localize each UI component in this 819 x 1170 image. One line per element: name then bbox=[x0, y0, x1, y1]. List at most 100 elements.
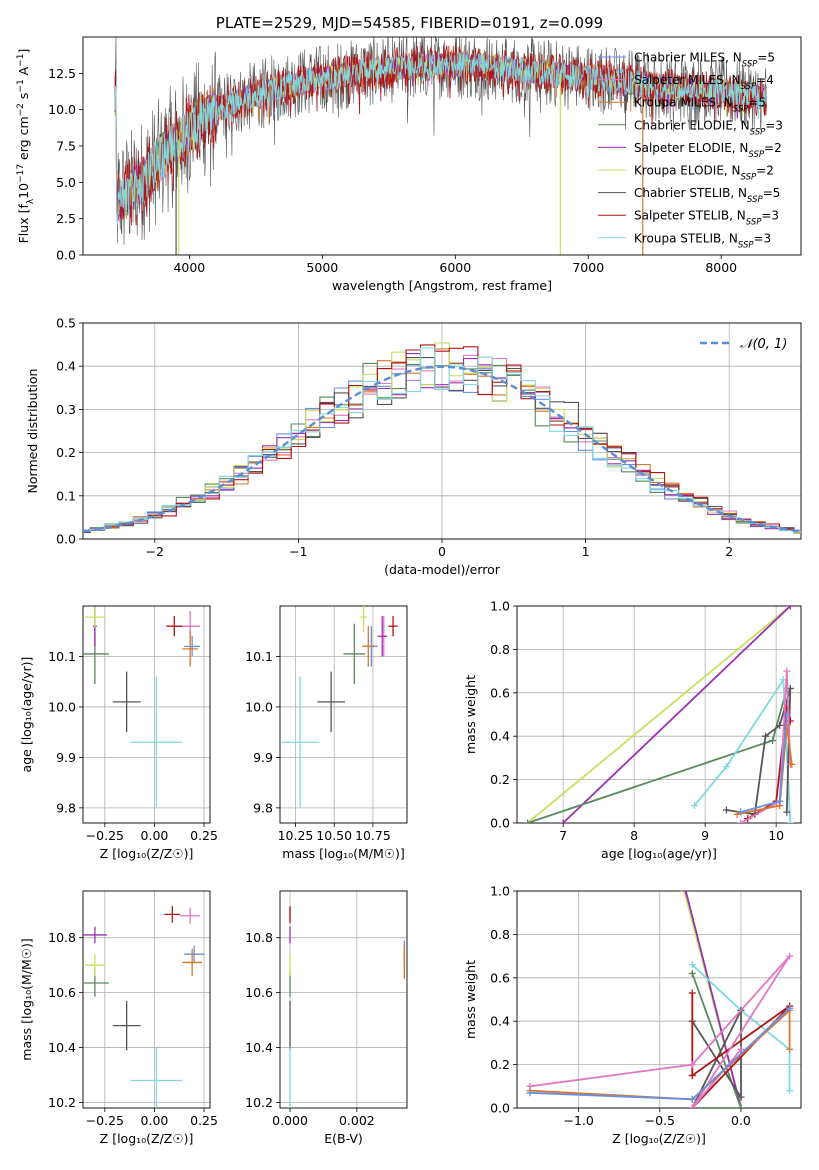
mass-weight-marker-kroupa_miles bbox=[788, 760, 796, 768]
plot-frame bbox=[82, 322, 802, 540]
mass-weight-marker-chabrier_miles bbox=[783, 711, 791, 718]
y-tick-label: 0.0 bbox=[490, 816, 510, 831]
y-tick-label: 10.2 bbox=[245, 1095, 273, 1110]
mass-weight-marker-salpeter_miles bbox=[737, 1045, 745, 1053]
y-axis-label-part: erg cm bbox=[16, 116, 31, 164]
y-tick-label: 1.0 bbox=[490, 599, 510, 614]
mass-weight-marker-chabrier_stelib bbox=[737, 1093, 745, 1101]
x-tick-label: 10 bbox=[768, 828, 784, 843]
y-tick-label: 0.5 bbox=[56, 316, 76, 331]
y-axis-label-part: λ bbox=[26, 198, 36, 204]
mass-weight-marker-chabrier_elodie bbox=[524, 819, 532, 823]
x-tick-label: −0.25 bbox=[86, 828, 124, 843]
legend-text: Kroupa STELIB, N bbox=[634, 231, 738, 245]
x-axis-label: Z [log₁₀(Z/Z☉)] bbox=[100, 1131, 194, 1146]
y-tick-label: 0.0 bbox=[56, 248, 76, 263]
legend-text: Kroupa ELODIE, N bbox=[634, 164, 741, 178]
y-tick-label: 1.0 bbox=[490, 884, 510, 899]
y-axis-label-part: s bbox=[16, 93, 31, 104]
y-tick-label: 10.0 bbox=[48, 699, 76, 714]
mass_vs_Z-plot: −0.25 0.00 0.25 10.2 10.4 10.6 10.8 Z [log₁₀(Z/… bbox=[19, 890, 218, 1146]
mass_vs_EBV-plot: 0.000 0.002 10.2 10.4 10.6 10.8 E(B-V) bbox=[245, 890, 408, 1146]
mass-weight-marker-salpeter_elodie bbox=[786, 606, 794, 610]
y-tick-label: 0.6 bbox=[490, 685, 510, 700]
y-tick-label: 10.8 bbox=[245, 930, 273, 945]
figure-title: PLATE=2529, MJD=54585, FIBERID=0191, z=0… bbox=[216, 14, 603, 32]
mass-weight-marker-kroupa_stelib bbox=[786, 819, 794, 823]
x-tick-label: 0.002 bbox=[339, 1113, 375, 1128]
x-tick-label: −0.25 bbox=[86, 1113, 124, 1128]
x-tick-label: −1.0 bbox=[563, 1113, 593, 1128]
age_vs_Z-plot: −0.25 0.00 0.25 9.8 9.9 10.0 10.1 Z [log₁₀(Z/Z☉… bbox=[19, 605, 218, 861]
y-tick-label: 10.0 bbox=[245, 699, 273, 714]
mass-weight-marker-chabrier_miles bbox=[737, 808, 745, 816]
y-axis-label: mass weight bbox=[463, 675, 478, 754]
spectrum-line-kroupa_stelib bbox=[114, 51, 767, 225]
x-tick-label: 8 bbox=[630, 828, 638, 843]
x-axis-label: Z [log₁₀(Z/Z☉)] bbox=[612, 1131, 706, 1146]
x-tick-label: −2 bbox=[146, 544, 164, 559]
y-tick-label: 12.5 bbox=[48, 66, 76, 81]
legend-text: Chabrier STELIB, N bbox=[634, 186, 747, 200]
y-tick-label: 9.8 bbox=[253, 800, 273, 815]
gaussian-curve bbox=[83, 365, 801, 533]
legend-sub: SSP bbox=[733, 105, 749, 115]
gaussian-legend-label: 𝒩(0, 1) bbox=[740, 337, 787, 352]
y-axis-label-part: −1 bbox=[16, 54, 26, 67]
legend-label-chabrier_miles: Chabrier MILES, NSSP=5 bbox=[634, 51, 775, 70]
legend-text: Salpeter MILES, N bbox=[634, 73, 741, 87]
y-tick-label: 9.8 bbox=[56, 800, 76, 815]
legend-label-kroupa_stelib: Kroupa STELIB, NSSP=3 bbox=[634, 231, 771, 250]
y-tick-label: 10.8 bbox=[48, 930, 76, 945]
mass-weight-line-chabrier_stelib bbox=[726, 688, 792, 816]
mass-weight-marker-salpeter_stelib bbox=[688, 989, 696, 997]
mass-weight-marker-salpeter_miles bbox=[737, 819, 745, 823]
y-axis-label: Normed distribution bbox=[25, 369, 40, 494]
y-tick-label: 0.1 bbox=[56, 488, 76, 503]
legend-suffix: =4 bbox=[756, 73, 774, 87]
mass-weight-marker-chabrier_stelib bbox=[762, 732, 769, 740]
x-tick-label: 4000 bbox=[173, 260, 205, 275]
plot-frame bbox=[82, 36, 802, 256]
mass-weight-marker-chabrier_miles bbox=[786, 1004, 794, 1012]
mass-weight-line-salpeter_stelib bbox=[691, 993, 791, 1108]
x-tick-label: 6000 bbox=[439, 260, 471, 275]
legend-suffix: =2 bbox=[756, 164, 774, 178]
residuals-plot: −2 −1 0 1 2 0.0 0.1 0.2 0.3 0.4 0.5 (data-model)/er… bbox=[25, 316, 802, 577]
mass-weight-marker-kroupa_elodie bbox=[680, 891, 688, 895]
mass-weight-line-kroupa_stelib bbox=[693, 676, 792, 823]
legend-label-salpeter_miles: Salpeter MILES, NSSP=4 bbox=[634, 73, 774, 92]
y-axis-label-part: 10 bbox=[16, 183, 31, 199]
x-tick-label: 0.0 bbox=[731, 1113, 751, 1128]
legend-sub: SSP bbox=[742, 60, 758, 70]
mass-weight-marker-chabrier_elodie bbox=[688, 969, 696, 977]
y-tick-label: 2.5 bbox=[56, 211, 76, 226]
mass-weight-line-kroupa_elodie bbox=[527, 606, 791, 823]
x-tick-label: 9 bbox=[701, 828, 709, 843]
y-tick-label: 0.2 bbox=[490, 1057, 510, 1072]
x-axis-label: wavelength [Angstrom, rest frame] bbox=[332, 278, 552, 293]
y-axis-label: mass weight bbox=[463, 960, 478, 1039]
y-axis-label-part: Flux [f bbox=[16, 204, 31, 244]
legend-label-salpeter_elodie: Salpeter ELODIE, NSSP=2 bbox=[634, 141, 782, 160]
mass-weight-line-chabrier_elodie bbox=[691, 973, 742, 1108]
y-tick-label: 0.4 bbox=[56, 359, 76, 374]
legend-suffix: =5 bbox=[763, 186, 781, 200]
legend-sub: SSP bbox=[747, 195, 763, 205]
x-tick-label: 0.000 bbox=[272, 1113, 308, 1128]
legend-text: Chabrier MILES, N bbox=[634, 51, 742, 65]
y-tick-label: 10.2 bbox=[48, 1095, 76, 1110]
spectrum-plot: 4000 5000 6000 7000 8000 0.0 2.5 5.0 7.5 10.0 12.5… bbox=[16, 36, 802, 293]
x-tick-label: 1 bbox=[582, 544, 590, 559]
y-tick-label: 0.3 bbox=[56, 402, 76, 417]
y-tick-label: 5.0 bbox=[56, 175, 76, 190]
y-tick-label: 7.5 bbox=[56, 139, 76, 154]
y-tick-label: 9.9 bbox=[56, 750, 76, 765]
legend-sub: SSP bbox=[738, 240, 754, 250]
residual-hist-kroupa_miles bbox=[83, 348, 801, 533]
legend-label-chabrier_elodie: Chabrier ELODIE, NSSP=3 bbox=[634, 118, 783, 137]
y-axis-label: age [log₁₀(age/yr)] bbox=[19, 657, 34, 773]
y-tick-label: 10.0 bbox=[48, 102, 76, 117]
